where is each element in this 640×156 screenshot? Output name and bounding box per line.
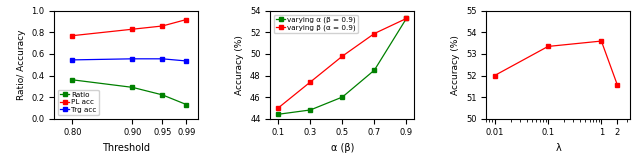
Y-axis label: Ratio/ Accuracy: Ratio/ Accuracy <box>17 29 26 100</box>
varying α (β = 0.9) <box>371 69 378 71</box>
Trg acc <box>182 60 190 62</box>
Line: PL acc: PL acc <box>70 18 188 37</box>
Ratio <box>68 79 76 81</box>
varying α (β = 0.9) <box>275 113 282 115</box>
X-axis label: Threshold: Threshold <box>102 143 150 153</box>
PL acc <box>182 19 190 20</box>
varying β (α = 0.9) <box>371 33 378 34</box>
varying α (β = 0.9) <box>307 109 314 111</box>
Ratio <box>129 86 136 88</box>
Legend: Ratio, PL acc, Trg acc: Ratio, PL acc, Trg acc <box>58 90 99 115</box>
X-axis label: λ: λ <box>556 143 561 153</box>
Legend: varying α (β = 0.9), varying β (α = 0.9): varying α (β = 0.9), varying β (α = 0.9) <box>274 15 358 33</box>
Line: Ratio: Ratio <box>70 78 188 106</box>
X-axis label: α (β): α (β) <box>331 143 354 153</box>
Line: varying β (α = 0.9): varying β (α = 0.9) <box>276 17 408 110</box>
varying α (β = 0.9) <box>339 96 346 98</box>
Trg acc <box>159 58 166 60</box>
PL acc <box>68 35 76 37</box>
Line: varying α (β = 0.9): varying α (β = 0.9) <box>276 17 408 116</box>
varying β (α = 0.9) <box>307 81 314 83</box>
Trg acc <box>129 58 136 60</box>
Trg acc <box>68 59 76 61</box>
Y-axis label: Accuracy (%): Accuracy (%) <box>236 35 244 95</box>
varying β (α = 0.9) <box>275 107 282 109</box>
Ratio <box>159 94 166 96</box>
varying α (β = 0.9) <box>403 17 410 19</box>
varying β (α = 0.9) <box>339 55 346 57</box>
PL acc <box>159 25 166 27</box>
Y-axis label: Accuracy (%): Accuracy (%) <box>451 35 461 95</box>
Line: Trg acc: Trg acc <box>70 57 188 63</box>
PL acc <box>129 28 136 30</box>
varying β (α = 0.9) <box>403 17 410 19</box>
Ratio <box>182 104 190 105</box>
